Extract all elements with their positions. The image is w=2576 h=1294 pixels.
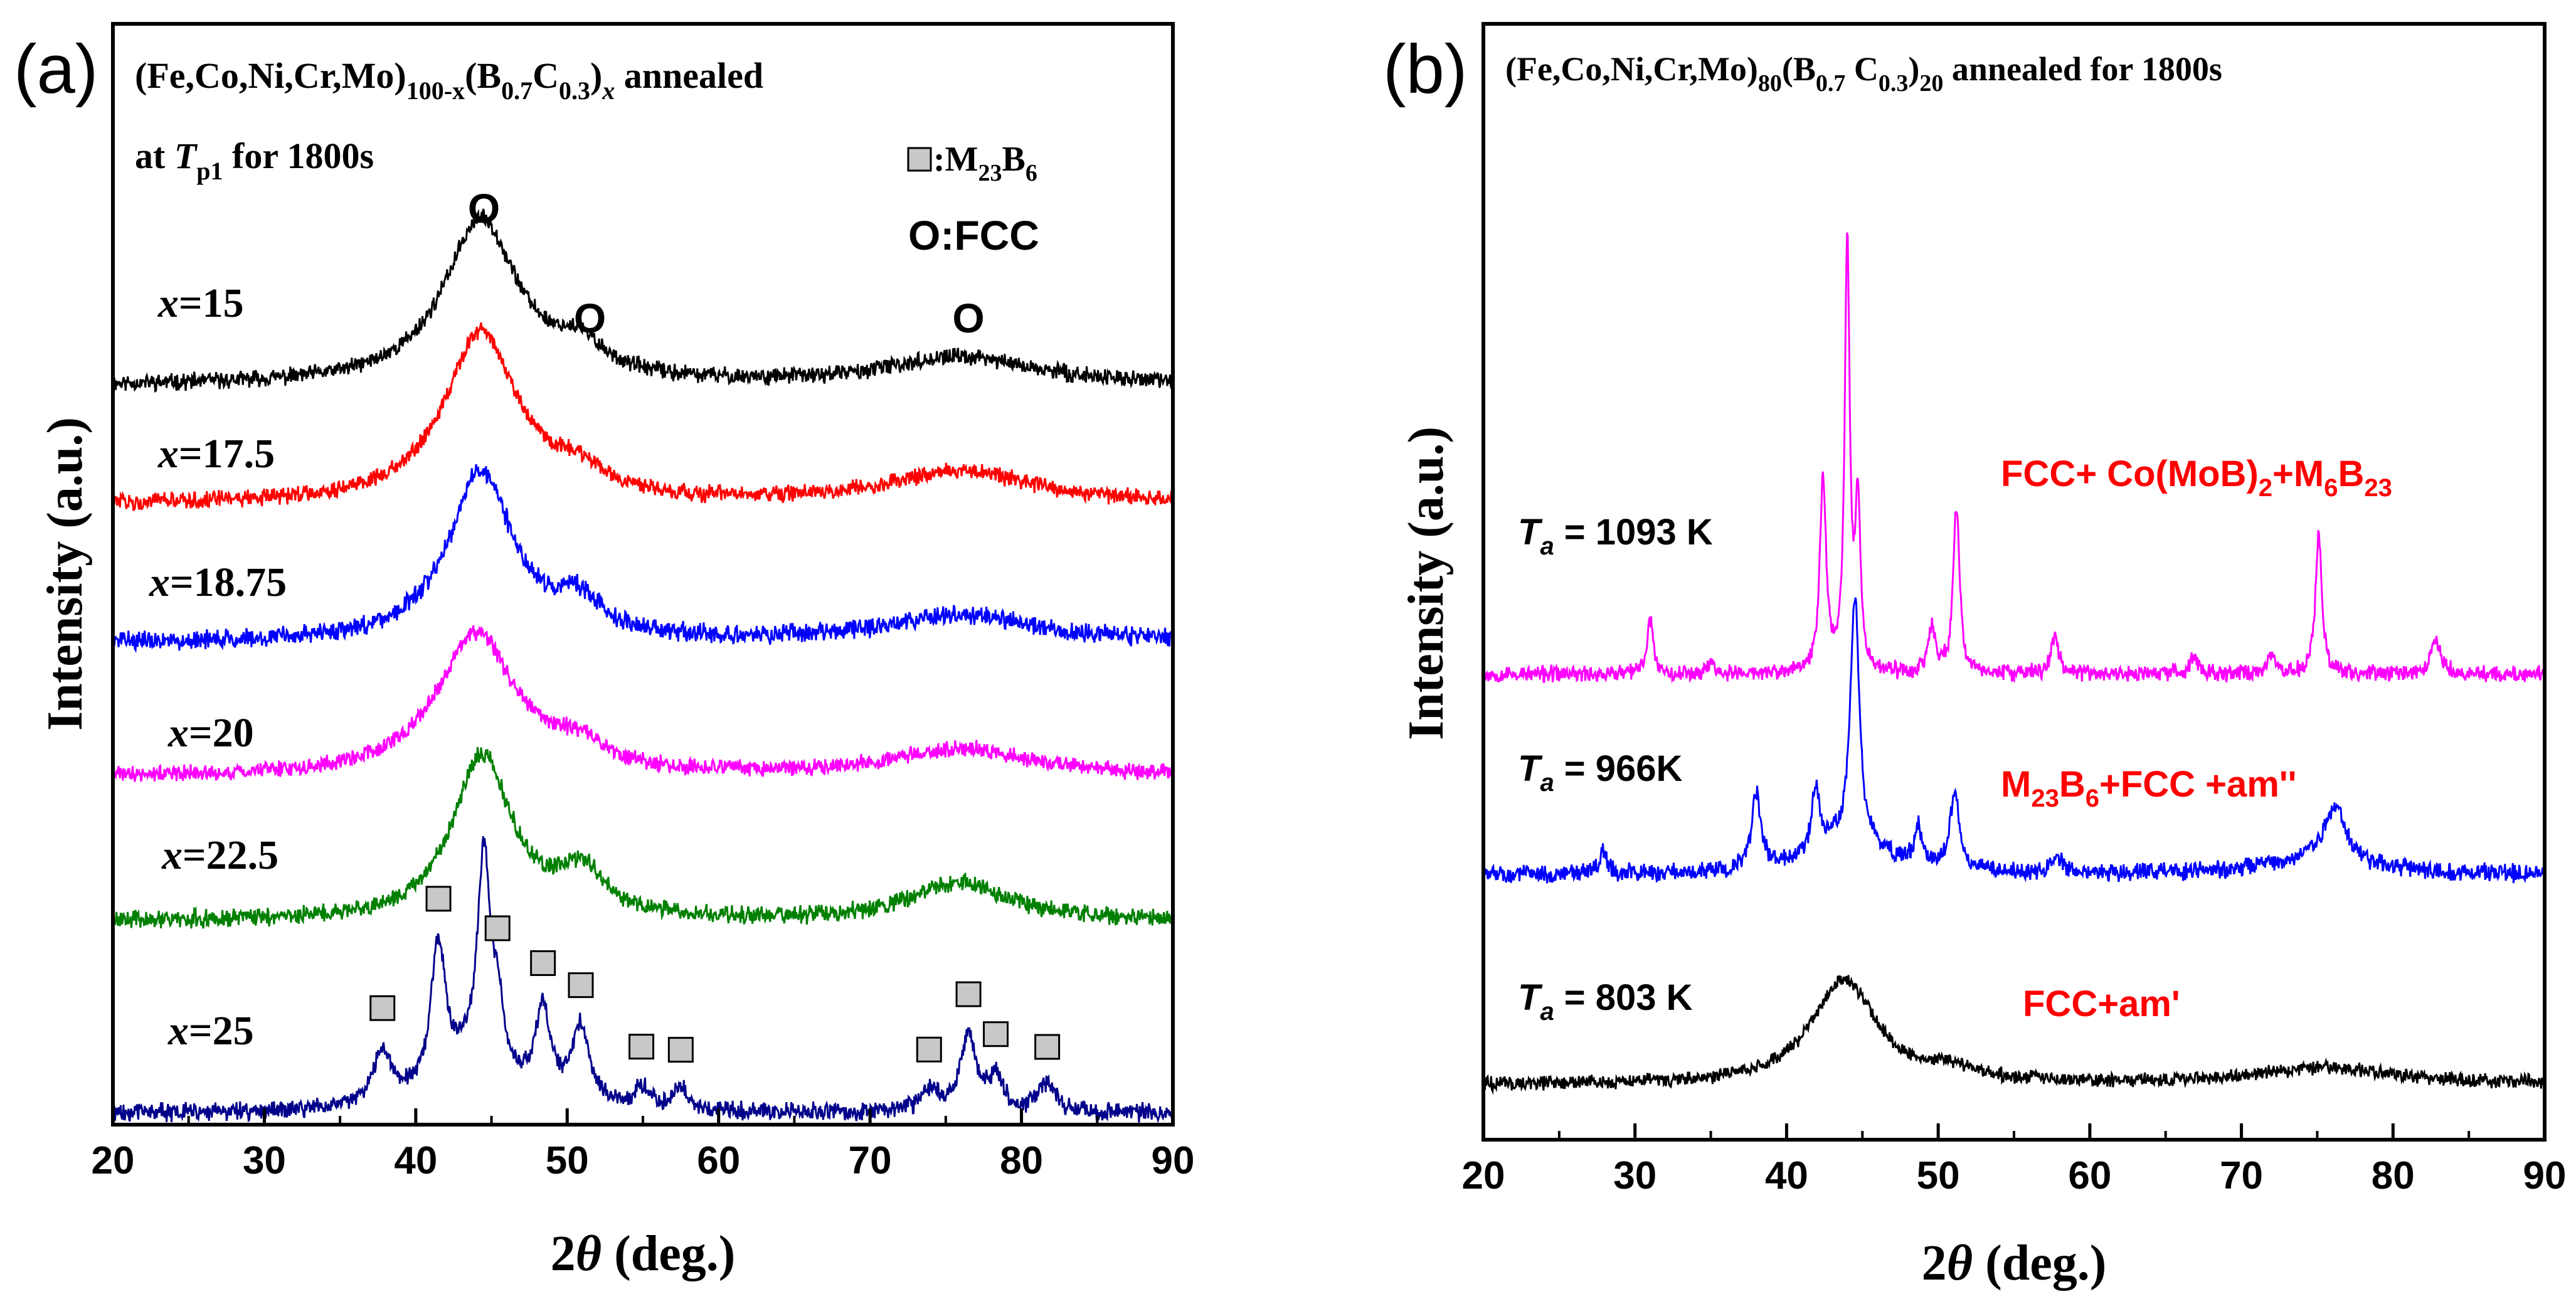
series-line-x-20: [112, 625, 1174, 782]
series-label: x=17.5: [157, 431, 275, 477]
x-tick-label: 80: [1000, 1139, 1043, 1182]
panel-a-x-axis-label: 2θ (deg.): [551, 1226, 736, 1281]
x-tick-label: 30: [1613, 1154, 1656, 1197]
legend-m23b6-square-icon: [907, 147, 932, 172]
x-tick-label: 80: [2372, 1154, 2415, 1197]
x-tick-label: 20: [1462, 1154, 1505, 1197]
x-tick-label: 40: [1765, 1154, 1808, 1197]
panel-b-y-axis-label: Intensity (a.u.): [1399, 427, 1454, 740]
series-line-x-18.75: [112, 464, 1174, 654]
x-tick-label: 50: [1917, 1154, 1960, 1197]
temperature-label: Ta = 966K: [1518, 748, 1683, 797]
m23b6-marker: [369, 995, 396, 1021]
panel-b-title: (Fe,Co,Ni,Cr,Mo)80(B0.7 C0.3)20 annealed…: [1505, 50, 2222, 97]
series-line-ta-966k: [1482, 597, 2546, 884]
panel-a-x-ticks: 20 30 40 50 60 70 80 90: [92, 1108, 1195, 1182]
panel-a-series-labels: x=15 x=17.5 x=18.75 x=20 x=22.5 x=25: [149, 280, 287, 1054]
phase-label: FCC+am': [2023, 984, 2180, 1024]
series-label: x=18.75: [149, 559, 287, 605]
panel-b-x-ticks: 20 30 40 50 60 70 80 90: [1462, 1123, 2567, 1197]
m23b6-marker: [916, 1036, 942, 1063]
m23b6-marker: [1034, 1034, 1061, 1060]
m23b6-marker: [530, 950, 556, 976]
phase-label: FCC+ Co(MoB)2+M6B23: [2001, 453, 2392, 502]
series-line-ta-803-k: [1482, 975, 2546, 1095]
m23b6-marker: [425, 886, 452, 912]
panel-a-title-line1: (Fe,Co,Ni,Cr,Mo)100-x(B0.7C0.3)x anneale…: [135, 55, 763, 105]
panel-b-plot-frame: [1481, 22, 2547, 1142]
panel-a-m23b6-markers: [369, 886, 1061, 1063]
fcc-marker: O: [952, 295, 984, 341]
series-line-x-25: [112, 836, 1174, 1124]
m23b6-marker: [983, 1021, 1009, 1047]
x-tick-label: 90: [2523, 1154, 2567, 1197]
series-label: x=20: [167, 710, 254, 756]
x-tick-label: 20: [92, 1139, 135, 1182]
fcc-marker: O: [468, 185, 500, 231]
m23b6-marker: [628, 1034, 655, 1060]
m23b6-marker: [568, 972, 594, 999]
panel-a-y-axis-label: Intensity (a.u.): [38, 417, 93, 731]
x-tick-label: 50: [546, 1139, 589, 1182]
legend-m23b6-label: :M23B6: [933, 140, 1037, 186]
series-label: x=22.5: [161, 832, 278, 878]
panel-b-curves: [1482, 232, 2546, 1095]
x-tick-label: 40: [394, 1139, 437, 1182]
m23b6-marker: [484, 915, 511, 941]
series-line-x-17.5: [112, 322, 1174, 512]
panel-b-x-axis-label: 2θ (deg.): [1922, 1236, 2107, 1291]
temperature-label: Ta = 1093 K: [1518, 512, 1713, 560]
series-line-x-15: [112, 208, 1174, 393]
panel-b-series-labels: Ta = 1093 K FCC+ Co(MoB)2+M6B23 Ta = 966K M…: [1518, 453, 2392, 1026]
x-tick-label: 70: [849, 1139, 892, 1182]
panel-label-a: (a): [14, 31, 98, 108]
series-line-ta-1093-k: [1482, 232, 2546, 684]
x-tick-label: 60: [697, 1139, 740, 1182]
x-tick-label: 70: [2220, 1154, 2263, 1197]
series-label: x=15: [157, 280, 244, 326]
m23b6-marker: [667, 1037, 694, 1063]
panel-label-b: (b): [1383, 31, 1467, 108]
panel-b: 20 30 40 50 60 70 80 90 Ta = 1093 K FCC+ Co(MoB)…: [1399, 22, 2567, 1291]
fcc-marker: O: [574, 295, 606, 341]
panel-a-title-line2: at Tp1 for 1800s: [135, 135, 374, 185]
panel-a: 20 30 40 50 60 70 80 90 OO O x=15x=17.5x=18.75x=…: [38, 22, 1195, 1281]
x-tick-label: 30: [243, 1139, 286, 1182]
panel-a-curves: [112, 208, 1174, 1124]
panel-a-fcc-markers: O O O: [468, 185, 985, 341]
series-line-x-22.5: [112, 746, 1174, 929]
x-tick-label: 60: [2068, 1154, 2111, 1197]
x-tick-label: 90: [1152, 1139, 1195, 1182]
temperature-label: Ta = 803 K: [1518, 977, 1693, 1026]
phase-label: M23B6+FCC +am'': [2001, 764, 2296, 812]
legend-fcc-label: O:FCC: [908, 212, 1039, 258]
series-label: x=25: [167, 1008, 254, 1054]
m23b6-marker: [955, 981, 982, 1007]
